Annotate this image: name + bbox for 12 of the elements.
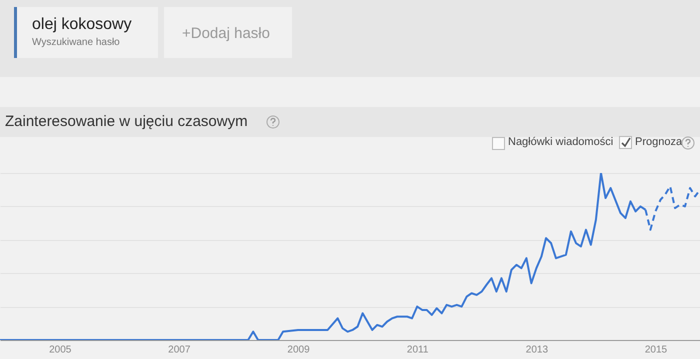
text: Wyszukiwane hasło (32, 37, 120, 48)
text: Nagłówki wiadomości (508, 136, 614, 148)
chart-title: Zainteresowanie w ujęciu czasowym (5, 113, 248, 130)
x-tick-label: 2015 (644, 344, 668, 356)
x-tick-label: 2007 (168, 344, 191, 356)
text: olej kokosowy (32, 16, 132, 34)
x-tick-label: 2011 (406, 344, 429, 356)
x-tick-label: 2013 (526, 344, 548, 356)
x-tick-label: 2009 (287, 344, 310, 356)
x-tick-label: 2005 (49, 344, 72, 356)
text: Prognoza (635, 136, 682, 148)
text: +Dodaj hasło (182, 25, 270, 42)
